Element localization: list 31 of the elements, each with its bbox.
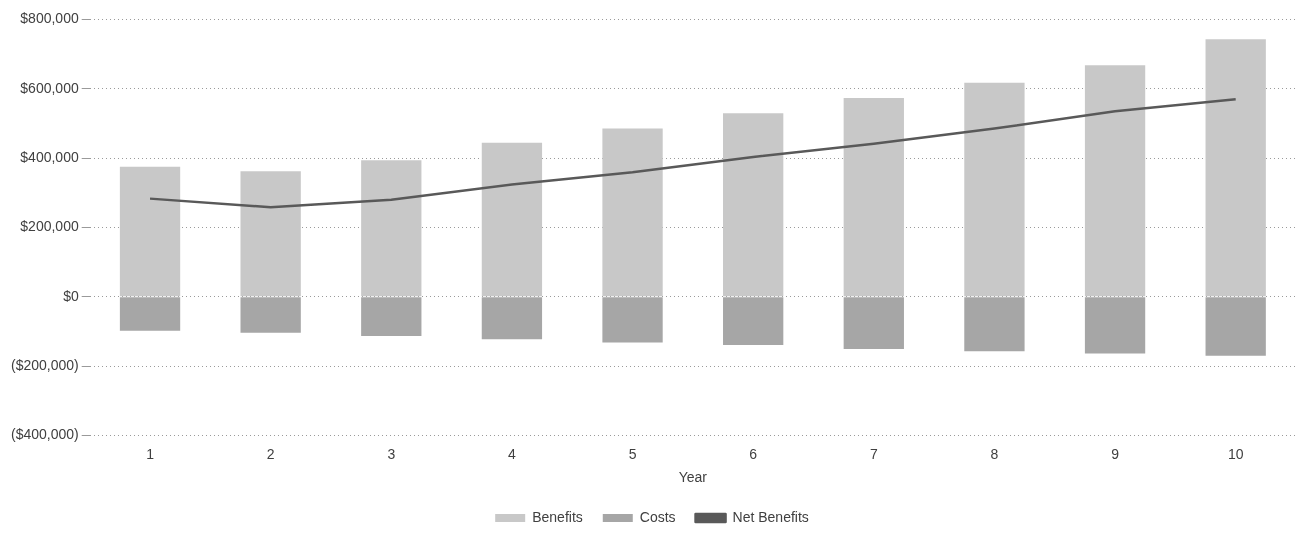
bar bbox=[964, 82, 1025, 297]
y-tick-label: $600,000 bbox=[20, 79, 79, 96]
legend-label: Net Benefits bbox=[732, 508, 809, 525]
x-tick-label: 2 bbox=[266, 445, 275, 462]
y-tick-label: $200,000 bbox=[20, 218, 79, 235]
bar bbox=[481, 142, 543, 297]
y-tick-label: $400,000 bbox=[20, 148, 79, 165]
y-tick-label: $0 bbox=[63, 287, 79, 304]
legend-label: Costs bbox=[639, 508, 676, 525]
x-tick-label: 10 bbox=[1227, 445, 1244, 462]
x-tick-label: 8 bbox=[990, 445, 999, 462]
bar bbox=[240, 171, 301, 297]
bar bbox=[1084, 65, 1146, 297]
x-tick-label: 6 bbox=[749, 445, 758, 462]
y-tick-label: ($200,000) bbox=[11, 356, 79, 373]
x-axis-title: Year bbox=[678, 469, 708, 486]
bar bbox=[361, 160, 422, 297]
x-tick-label: 3 bbox=[387, 445, 396, 462]
bar bbox=[723, 113, 784, 297]
y-tick-label: $800,000 bbox=[20, 10, 79, 27]
bar bbox=[119, 166, 181, 297]
x-tick-label: 9 bbox=[1111, 445, 1120, 462]
legend-label: Benefits bbox=[532, 508, 583, 525]
x-tick-label: 5 bbox=[628, 445, 637, 462]
x-tick-label: 1 bbox=[146, 445, 155, 462]
bar bbox=[1205, 39, 1266, 297]
x-tick-label: 4 bbox=[508, 445, 517, 462]
y-tick-label: ($400,000) bbox=[11, 426, 79, 443]
x-tick-label: 7 bbox=[869, 445, 878, 462]
bar bbox=[602, 128, 663, 297]
bar bbox=[843, 98, 904, 297]
